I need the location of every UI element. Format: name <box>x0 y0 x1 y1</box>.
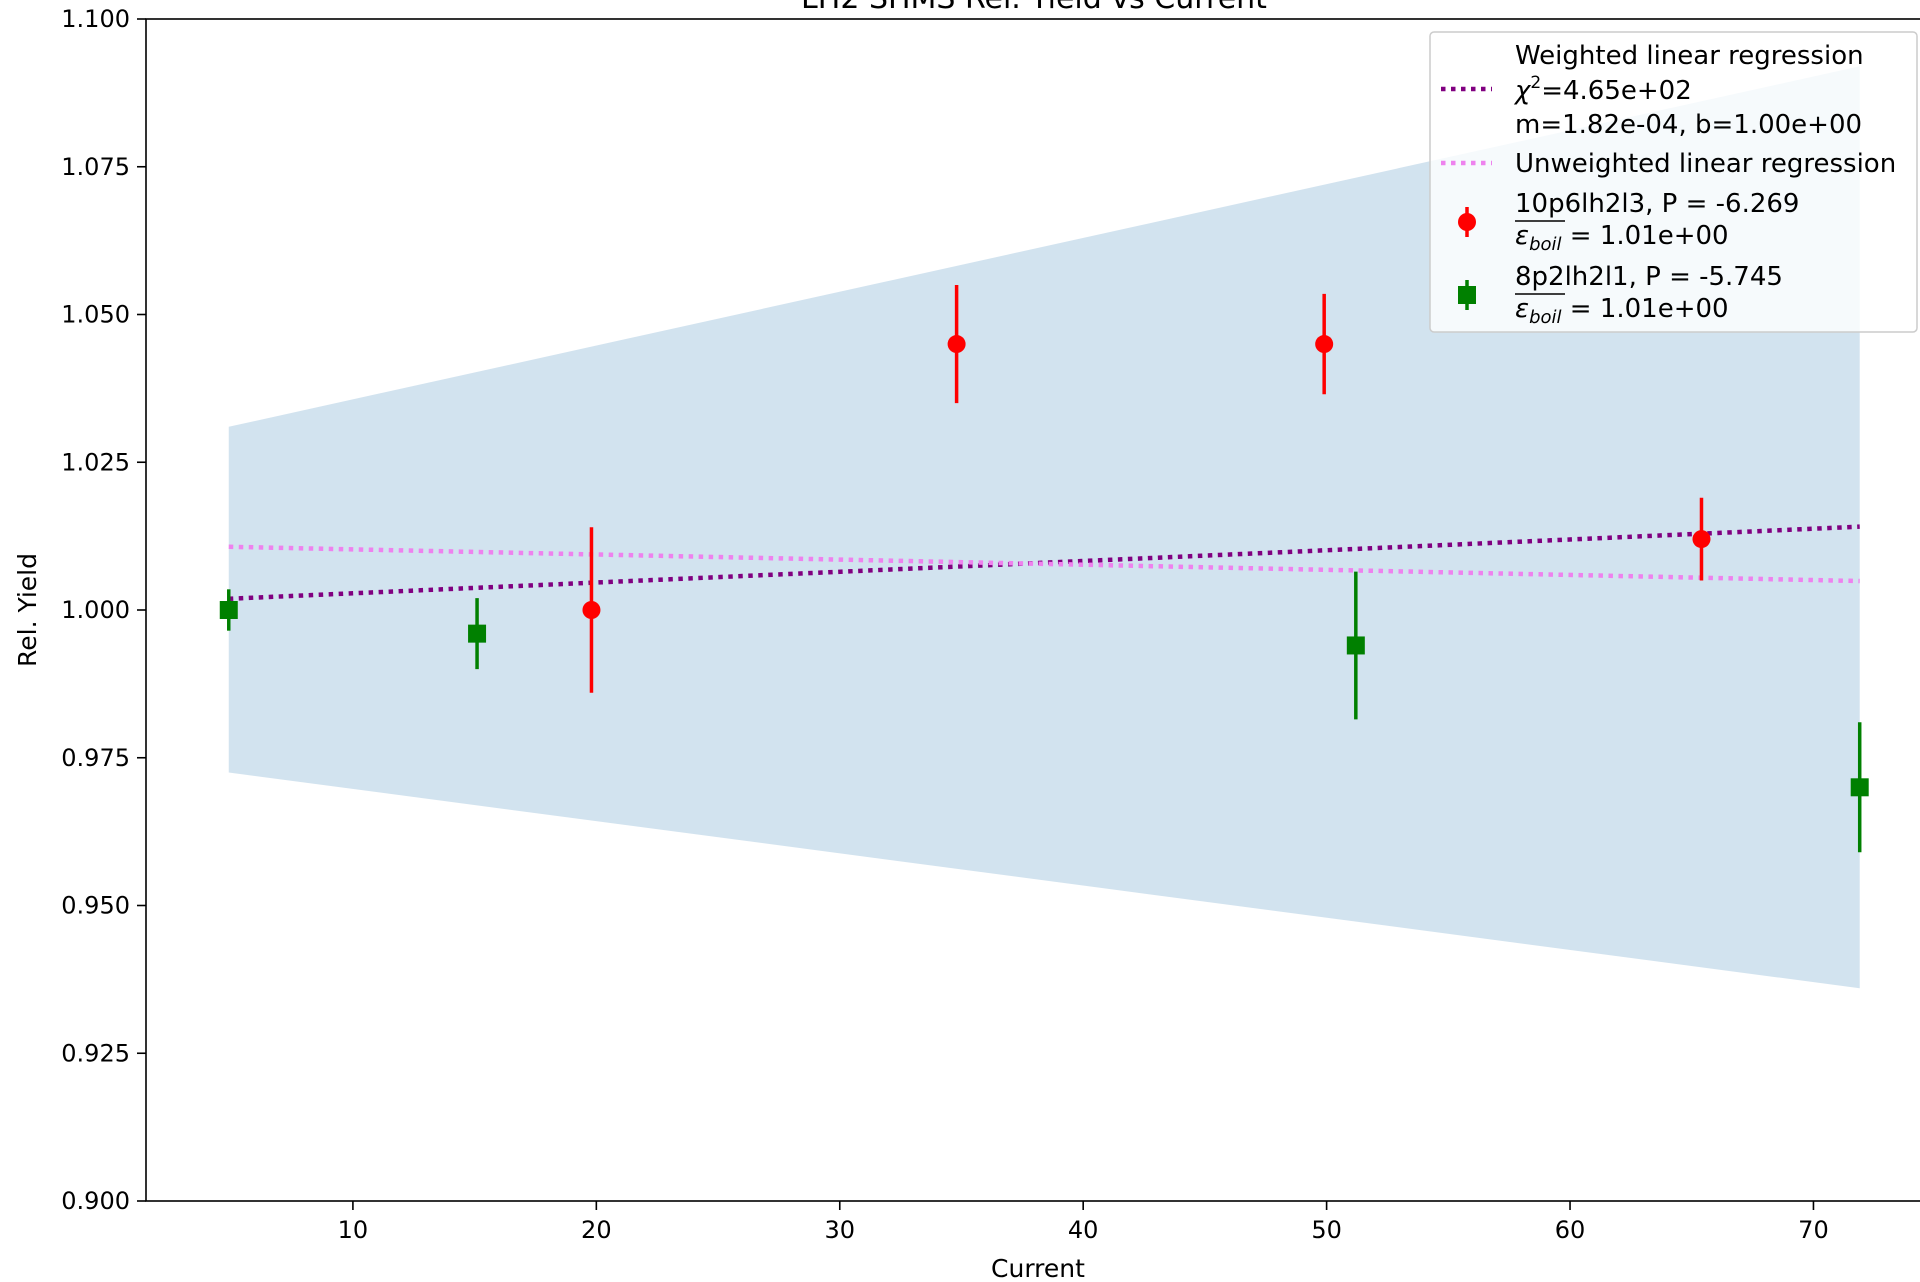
legend-series-0-marker <box>1458 213 1476 231</box>
point-series-1-3 <box>1850 778 1869 797</box>
fit-lines-layer <box>228 524 1860 602</box>
legend-series-0-label: 10p6lh2l3, P = -6.269 <box>1515 189 1799 219</box>
chart-title: LH2 SHMS Rel. Yield vs Current <box>801 0 1267 16</box>
legend: Weighted linear regression χ2=4.65e+02 m… <box>1429 31 1918 333</box>
x-tick-label-6: 70 <box>1798 1216 1829 1244</box>
legend-series-0-sub: εboil = 1.01e+00 <box>1515 221 1729 255</box>
point-series-1-1 <box>468 624 487 643</box>
legend-weighted-fit-chi2: χ2=4.65e+02 <box>1513 73 1692 106</box>
point-series-1-2 <box>1346 636 1365 655</box>
point-series-0-1 <box>947 335 966 354</box>
y-tick-label-3: 0.975 <box>61 744 130 772</box>
x-tick-label-3: 40 <box>1068 1216 1099 1244</box>
legend-weighted-fit-params: m=1.82e-04, b=1.00e+00 <box>1515 110 1862 140</box>
x-tick-label-1: 20 <box>581 1216 612 1244</box>
y-axis-label: Rel. Yield <box>13 553 42 667</box>
legend-unweighted-fit-label: Unweighted linear regression <box>1515 149 1896 179</box>
y-tick-label-4: 1.000 <box>61 596 130 624</box>
y-tick-label-8: 1.100 <box>61 5 130 33</box>
point-series-0-0 <box>582 601 601 619</box>
x-tick-label-4: 50 <box>1311 1216 1342 1244</box>
legend-series-1-marker <box>1458 286 1476 304</box>
y-axis-ticks: 0.900 0.925 0.950 0.975 1.000 1.025 1.050 1.075… <box>61 5 146 1215</box>
x-tick-label-5: 60 <box>1555 1216 1586 1244</box>
y-tick-label-5: 1.025 <box>61 448 130 476</box>
x-axis-label: Current <box>991 1254 1085 1282</box>
x-axis-ticks: 10 20 30 40 50 60 70 <box>338 1201 1829 1244</box>
point-series-0-2 <box>1315 335 1334 354</box>
y-tick-label-2: 0.950 <box>61 892 130 920</box>
y-tick-label-1: 0.925 <box>61 1039 130 1067</box>
legend-weighted-fit-label: Weighted linear regression <box>1515 41 1864 71</box>
point-series-0-3 <box>1692 530 1711 549</box>
legend-series-1-sub: εboil = 1.01e+00 <box>1515 294 1729 328</box>
data-points-layer <box>219 284 1869 853</box>
x-tick-label-0: 10 <box>338 1216 369 1244</box>
fit-line-1 <box>228 544 1860 584</box>
legend-series-1-label: 8p2lh2l1, P = -5.745 <box>1515 262 1783 292</box>
fit-line-0 <box>228 524 1860 602</box>
y-tick-label-6: 1.050 <box>61 301 130 329</box>
point-series-1-0 <box>219 601 238 619</box>
x-tick-label-2: 30 <box>824 1216 855 1244</box>
y-tick-label-7: 1.075 <box>61 153 130 181</box>
legend-frame <box>1429 31 1918 333</box>
y-tick-label-0: 0.900 <box>61 1187 130 1215</box>
